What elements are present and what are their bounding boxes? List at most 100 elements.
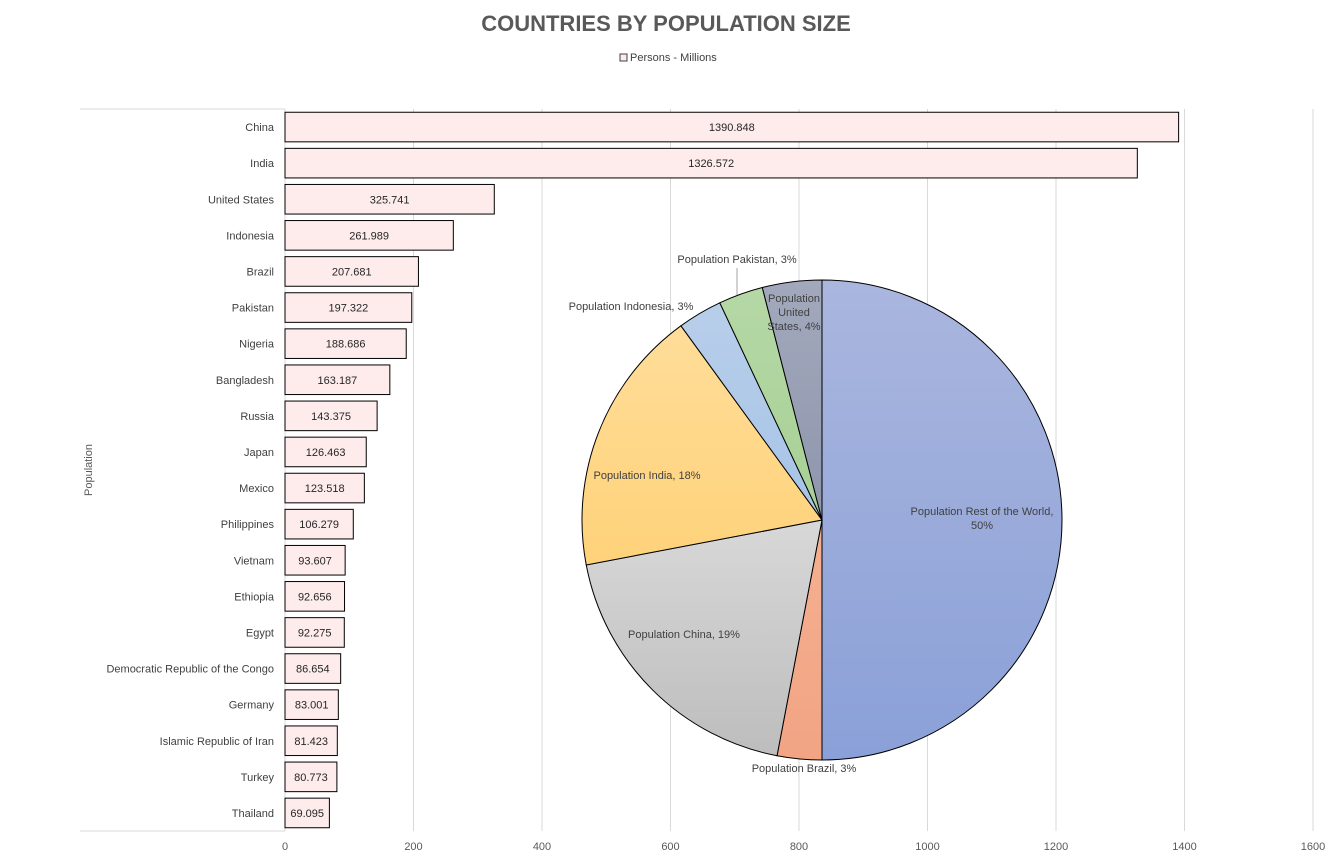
bar-value-label: 92.275 xyxy=(298,627,332,639)
bar-value-label: 126.463 xyxy=(306,447,346,459)
bar-value-label: 93.607 xyxy=(298,555,332,567)
pie-label-line: Population India, 18% xyxy=(593,470,700,482)
bar xyxy=(284,472,365,504)
x-tick-label: 400 xyxy=(533,841,551,853)
bar xyxy=(284,544,346,576)
bar xyxy=(284,581,346,612)
bar-value-label: 197.322 xyxy=(329,303,369,315)
pie-slice xyxy=(821,279,1063,761)
bar xyxy=(284,689,339,720)
bar-value-label: 163.187 xyxy=(318,375,358,387)
bar-group: Turkey 80.773 xyxy=(241,761,338,793)
bar xyxy=(284,147,1138,179)
category-label: Democratic Republic of the Congo xyxy=(106,664,274,676)
bar-group: Nigeria 188.686 xyxy=(239,328,407,359)
x-tick-label: 1200 xyxy=(1044,841,1068,853)
bar-value-label: 92.656 xyxy=(298,591,332,603)
bar-value-label: 143.375 xyxy=(311,411,351,423)
category-label: Nigeria xyxy=(239,339,275,351)
category-label: Philippines xyxy=(221,519,275,531)
bar-series: China 1390.848 India 1326.572 United States 3… xyxy=(106,111,1180,829)
bar xyxy=(284,761,338,793)
pie-label-line: Population Indonesia, 3% xyxy=(569,301,694,313)
bar-group: Mexico 123.518 xyxy=(239,472,365,504)
pie-label-line: United xyxy=(778,307,810,319)
bar-group: China 1390.848 xyxy=(245,111,1180,143)
legend-swatch xyxy=(619,53,628,62)
x-tick-label: 1400 xyxy=(1172,841,1196,853)
bar-group: Egypt 92.275 xyxy=(246,617,345,648)
pie-label-line: Population xyxy=(768,293,820,305)
bar xyxy=(284,183,495,215)
bar-value-label: 325.741 xyxy=(370,194,410,206)
bar-group: Brazil 207.681 xyxy=(246,256,419,287)
pie-label-line: Population China, 19% xyxy=(628,629,740,641)
bar-group: Ethiopia 92.656 xyxy=(234,581,346,612)
bar xyxy=(284,364,391,396)
category-label: Egypt xyxy=(246,627,274,639)
pie-slice-label: Population United States, 4% xyxy=(767,293,820,333)
bar-value-label: 80.773 xyxy=(294,772,328,784)
category-label: Mexico xyxy=(239,483,274,495)
bar-value-label: 83.001 xyxy=(295,700,329,712)
x-axis-ticks: 0 200 400 600 800 1000 1200 1400 1600 xyxy=(282,841,1325,853)
bar xyxy=(284,256,419,287)
bar-group: Bangladesh 163.187 xyxy=(216,364,391,396)
bar xyxy=(284,797,330,829)
category-label: Pakistan xyxy=(232,303,274,315)
pie-label-line: States, 4% xyxy=(767,321,820,333)
x-tick-label: 600 xyxy=(661,841,679,853)
pie-slice xyxy=(761,279,823,521)
pie-label-line: 50% xyxy=(971,520,993,532)
category-label: Indonesia xyxy=(226,230,275,242)
pie-slice-label: Population China, 19% xyxy=(628,629,740,641)
category-label: United States xyxy=(208,194,275,206)
category-label: Japan xyxy=(244,447,274,459)
pie-slice-label: Population Indonesia, 3% xyxy=(569,301,694,313)
bar xyxy=(284,400,378,432)
bar xyxy=(284,328,407,359)
bar-value-label: 106.279 xyxy=(299,519,339,531)
bar-value-label: 86.654 xyxy=(296,664,330,676)
bar-value-label: 207.681 xyxy=(332,266,372,278)
bar-group: India 1326.572 xyxy=(250,147,1138,179)
category-label: Germany xyxy=(229,700,275,712)
bar-group: Indonesia 261.989 xyxy=(226,220,454,251)
category-label: Brazil xyxy=(246,266,274,278)
category-label: Vietnam xyxy=(234,555,274,567)
bar-group: Democratic Republic of the Congo 86.654 xyxy=(106,653,342,684)
category-label: Bangladesh xyxy=(216,375,274,387)
bar-group: Vietnam 93.607 xyxy=(234,544,346,576)
category-label: Turkey xyxy=(241,772,275,784)
bar-group: Russia 143.375 xyxy=(240,400,378,432)
bar xyxy=(284,508,354,540)
bar-group: Germany 83.001 xyxy=(229,689,339,720)
bar-value-label: 1326.572 xyxy=(688,158,734,170)
pie-label-line: Population Pakistan, 3% xyxy=(677,254,796,266)
category-label: India xyxy=(250,158,275,170)
y-axis-title: Population xyxy=(83,444,95,496)
bar-value-label: 261.989 xyxy=(349,230,389,242)
category-label: Islamic Republic of Iran xyxy=(160,736,274,748)
bar-value-label: 1390.848 xyxy=(709,122,755,134)
bar-group: Japan 126.463 xyxy=(244,436,367,468)
category-label: Ethiopia xyxy=(234,591,275,603)
bar xyxy=(284,220,454,251)
pie-slice-label: Population Pakistan, 3% xyxy=(677,254,796,266)
pie-label-line: Population Rest of the World, xyxy=(911,506,1054,518)
bar-group: Pakistan 197.322 xyxy=(232,292,413,323)
bar-value-label: 123.518 xyxy=(305,483,345,495)
bar xyxy=(284,292,413,323)
pie-slice-label: Population India, 18% xyxy=(593,470,700,482)
category-label: Thailand xyxy=(232,808,274,820)
x-tick-label: 800 xyxy=(790,841,808,853)
category-label: China xyxy=(245,122,275,134)
bar-value-label: 69.095 xyxy=(290,808,324,820)
pie-chart: Population Rest of the World, 50% Populati… xyxy=(569,254,1063,775)
pie-slice xyxy=(581,325,823,566)
legend-label: Persons - Millions xyxy=(630,52,717,64)
bar-value-label: 188.686 xyxy=(326,339,366,351)
bar-value-label: 81.423 xyxy=(294,736,328,748)
legend: Persons - Millions xyxy=(619,52,717,64)
